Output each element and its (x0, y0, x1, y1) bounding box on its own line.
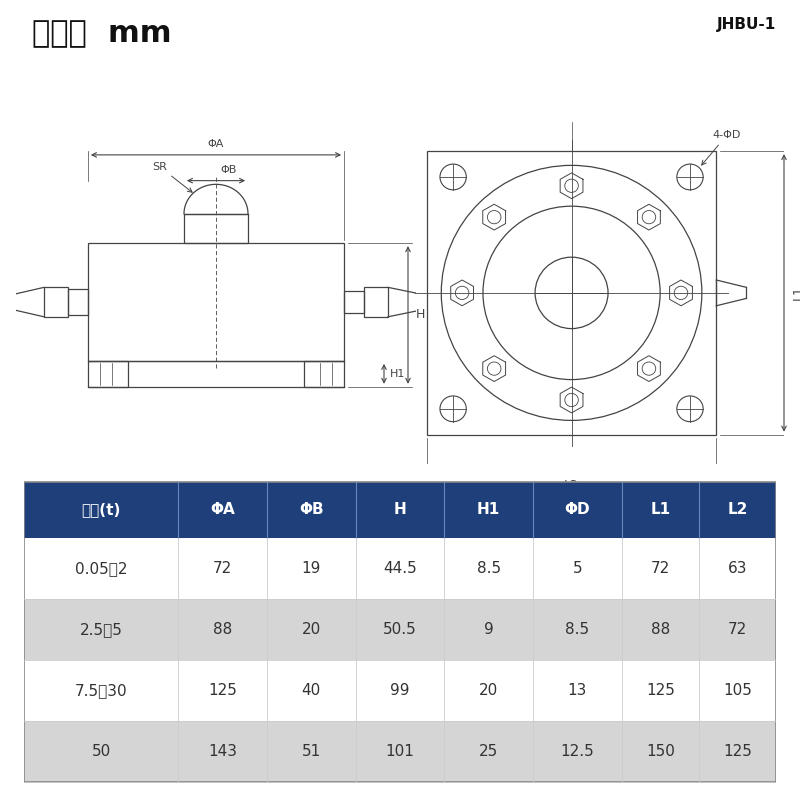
Text: ΦD: ΦD (565, 502, 590, 517)
Text: 72: 72 (213, 561, 232, 576)
Text: 99: 99 (390, 683, 410, 698)
Text: 44.5: 44.5 (383, 561, 417, 576)
Text: 8.5: 8.5 (477, 561, 501, 576)
Text: 5: 5 (573, 561, 582, 576)
Text: 50: 50 (91, 744, 110, 759)
Text: 150: 150 (646, 744, 674, 759)
Text: H1: H1 (477, 502, 500, 517)
Text: 0.05～2: 0.05～2 (75, 561, 127, 576)
Text: L2: L2 (727, 502, 748, 517)
Text: 72: 72 (650, 561, 670, 576)
Text: 63: 63 (728, 561, 747, 576)
Text: 88: 88 (213, 622, 232, 637)
Text: 143: 143 (208, 744, 237, 759)
Bar (88, 243, 344, 361)
Text: 125: 125 (208, 683, 237, 698)
Text: 12.5: 12.5 (561, 744, 594, 759)
Text: ΦB: ΦB (299, 502, 324, 517)
Text: 20: 20 (302, 622, 321, 637)
Text: 9: 9 (484, 622, 494, 637)
Text: 125: 125 (646, 683, 674, 698)
Text: 125: 125 (723, 744, 752, 759)
Bar (24, 482, 776, 538)
Text: 40: 40 (302, 683, 321, 698)
Bar (24, 660, 776, 722)
Bar (68, 289, 88, 315)
Bar (364, 287, 388, 317)
Text: 7.5～30: 7.5～30 (75, 683, 127, 698)
Text: JHBU-1: JHBU-1 (717, 17, 776, 31)
Text: 8.5: 8.5 (566, 622, 590, 637)
Bar (184, 214, 248, 243)
Bar (88, 361, 128, 386)
Text: 101: 101 (386, 744, 414, 759)
Text: ΦA: ΦA (208, 139, 224, 150)
Bar (44, 287, 68, 317)
Text: H: H (416, 309, 426, 322)
Bar (24, 722, 776, 782)
Text: 2.5～5: 2.5～5 (80, 622, 122, 637)
Text: 105: 105 (723, 683, 752, 698)
Bar (24, 598, 776, 660)
Bar (24, 538, 776, 598)
Text: ΦB: ΦB (220, 165, 236, 175)
Bar (304, 361, 344, 386)
Text: 25: 25 (479, 744, 498, 759)
Text: H: H (394, 502, 406, 517)
Text: 50.5: 50.5 (383, 622, 417, 637)
Text: 20: 20 (479, 683, 498, 698)
Text: 19: 19 (302, 561, 321, 576)
Text: SR: SR (152, 162, 192, 192)
Text: L1: L1 (791, 286, 800, 300)
Text: ΦA: ΦA (210, 502, 235, 517)
Text: 72: 72 (728, 622, 747, 637)
Text: 51: 51 (302, 744, 321, 759)
Text: H1: H1 (390, 369, 406, 379)
Text: 4-ΦD: 4-ΦD (702, 130, 741, 165)
Text: L2: L2 (564, 478, 579, 492)
Text: L1: L1 (650, 502, 670, 517)
Bar (344, 291, 364, 313)
Text: 尺寸：  mm: 尺寸： mm (32, 19, 171, 48)
Bar (427, 151, 716, 434)
Text: 13: 13 (568, 683, 587, 698)
Text: 88: 88 (650, 622, 670, 637)
Text: 量程(t): 量程(t) (82, 502, 121, 517)
